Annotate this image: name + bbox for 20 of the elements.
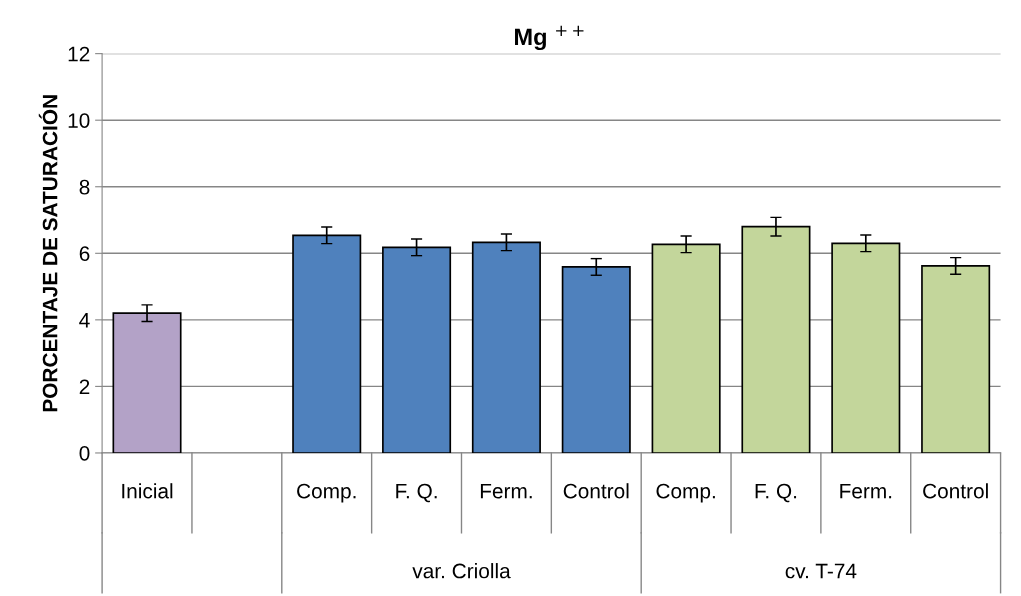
y-tick-label: 4 (79, 313, 90, 328)
y-tick-label: 12 (68, 46, 90, 62)
x-tick-label: F. Q. (396, 483, 437, 503)
y-axis-title: PORCENTAJE DE SATURACIÓN (38, 95, 58, 412)
x-tick-label: Comp. (297, 483, 356, 503)
x-tick-label: Ferm. (480, 483, 532, 499)
y-tick-label: 10 (68, 113, 90, 128)
x-tick-label: Inicial (122, 483, 173, 499)
chart-title: Mg $^{++}$ (515, 25, 584, 51)
y-tick-label: 2 (79, 379, 90, 394)
y-tick-label: 8 (79, 179, 90, 195)
y-tick-label: 0 (79, 445, 90, 461)
x-tick-label: F. Q. (755, 483, 797, 503)
text: var. Criolla (412, 563, 511, 579)
y-tick-label: 6 (79, 246, 90, 262)
x-tick-label: Control (923, 483, 988, 499)
x-tick-label: Comp. (656, 483, 715, 503)
x-tick-label: Ferm. (840, 483, 892, 499)
x-tick-label: Control (563, 483, 629, 499)
text: cv. T-74 (785, 563, 857, 579)
